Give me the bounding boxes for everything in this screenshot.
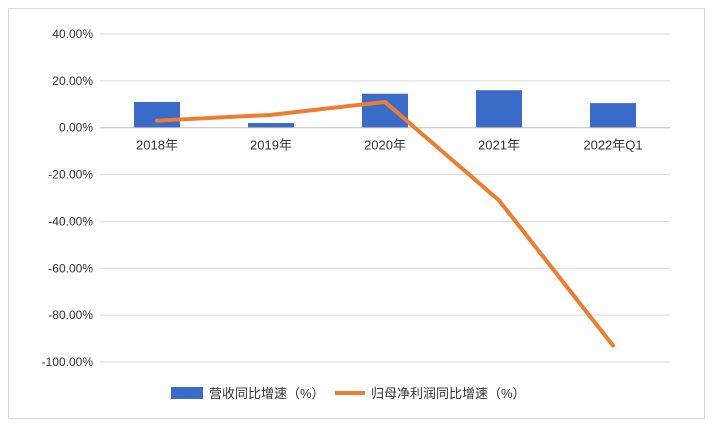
x-tick-label: 2021年 <box>478 138 520 153</box>
chart-frame <box>8 8 705 419</box>
gridlines <box>100 33 670 363</box>
x-tick-label: 2022年Q1 <box>583 138 642 153</box>
bar <box>476 90 522 128</box>
series-line <box>155 99 615 348</box>
bar <box>362 93 408 128</box>
y-tick-label: -40.00% <box>48 214 93 228</box>
y-tick-label: 40.00% <box>52 27 93 41</box>
bar <box>134 101 180 128</box>
legend-bar-label: 营收同比增速（%） <box>209 386 325 401</box>
y-tick-label: 20.00% <box>52 74 93 88</box>
bar <box>590 103 636 128</box>
x-axis-labels: 2018年 2019年 2020年 2021年 2022年Q1 <box>136 138 643 153</box>
bar-series <box>134 90 636 128</box>
legend-line-label: 归母净利润同比增速（%） <box>371 386 526 401</box>
y-tick-label: -20.00% <box>48 168 93 182</box>
y-tick-label: -100.00% <box>42 355 94 369</box>
y-axis-labels: 40.00% 20.00% 0.00% -20.00% -40.00% -60.00% -8… <box>42 27 94 369</box>
bar <box>248 123 294 128</box>
y-tick-label: 0.00% <box>59 121 93 135</box>
legend-bar-swatch <box>171 387 203 399</box>
y-tick-label: -80.00% <box>48 308 93 322</box>
x-tick-label: 2020年 <box>364 138 406 153</box>
line-series <box>155 99 615 348</box>
y-tick-label: -60.00% <box>48 261 93 275</box>
x-tick-label: 2019年 <box>250 138 292 153</box>
legend: 营收同比增速（%） 归母净利润同比增速（%） <box>171 386 526 401</box>
x-tick-label: 2018年 <box>136 138 178 153</box>
